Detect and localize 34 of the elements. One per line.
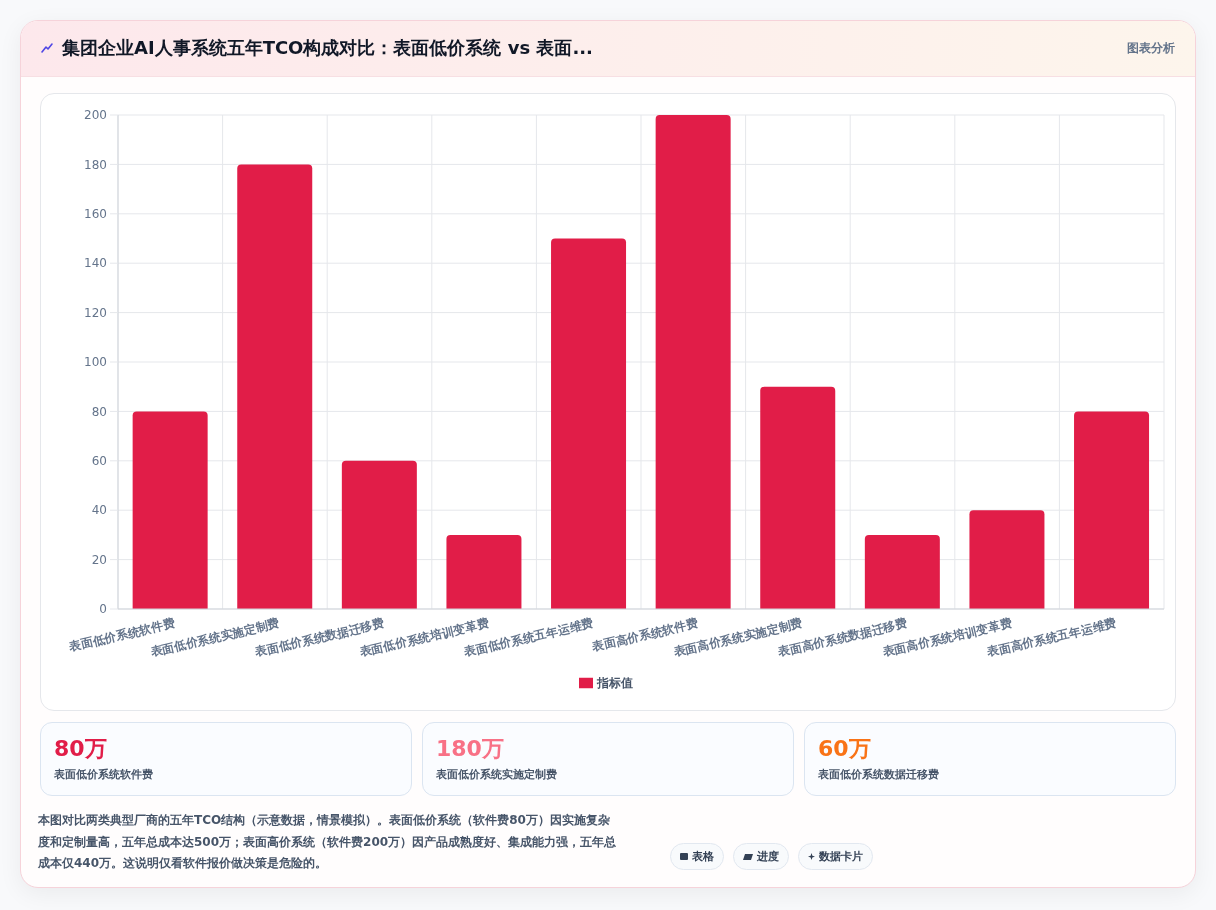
bar [655, 115, 731, 609]
chart-title: 集团企业AI人事系统五年TCO构成对比：表面低价系统 vs 表面... [62, 36, 593, 60]
bar [760, 386, 836, 609]
y-tick-label: 120 [84, 305, 107, 320]
text: 本图对比两类典型厂商的五年TCO结构（示意数据，情景模拟）。表面低价系统（软件费80万）因实施复杂度和定制量高，五年总成本达500万；表面高价系统（软件费200万）因产品成熟度好、集成能力强，五年总成本仅440万。这说明仅看软件报价做决策是危险的。 [38, 812, 618, 872]
bar [341, 460, 417, 609]
legend-label: 指标值 [597, 676, 633, 690]
y-tick-label: 200 [84, 108, 107, 123]
bar [237, 164, 313, 609]
text: 进度 [757, 849, 779, 864]
text: 表面低价系统实施定制费 [436, 767, 557, 783]
text: 80万 [54, 735, 107, 763]
text: 60万 [818, 735, 871, 763]
text: 180万 [436, 735, 504, 763]
bar [864, 534, 940, 609]
bar [1074, 411, 1150, 609]
y-tick-label: 140 [84, 256, 107, 271]
y-tick-label: 100 [84, 355, 107, 370]
bar [446, 534, 522, 609]
y-tick-label: 20 [91, 552, 107, 567]
y-tick-label: 160 [84, 207, 107, 222]
text: 数据卡片 [819, 849, 863, 864]
y-tick-label: 80 [91, 404, 107, 419]
y-tick-label: 40 [91, 503, 107, 518]
bar [969, 510, 1045, 609]
text: 表面低价系统数据迁移费 [818, 767, 939, 783]
bar [551, 238, 627, 609]
text: 表格 [692, 849, 714, 864]
bar [132, 411, 208, 609]
y-tick-label: 60 [91, 454, 107, 469]
y-tick-label: 0 [99, 602, 107, 617]
y-tick-label: 180 [84, 157, 107, 172]
text: 图表分析 [1127, 40, 1175, 56]
text: 表面低价系统软件费 [54, 767, 153, 783]
